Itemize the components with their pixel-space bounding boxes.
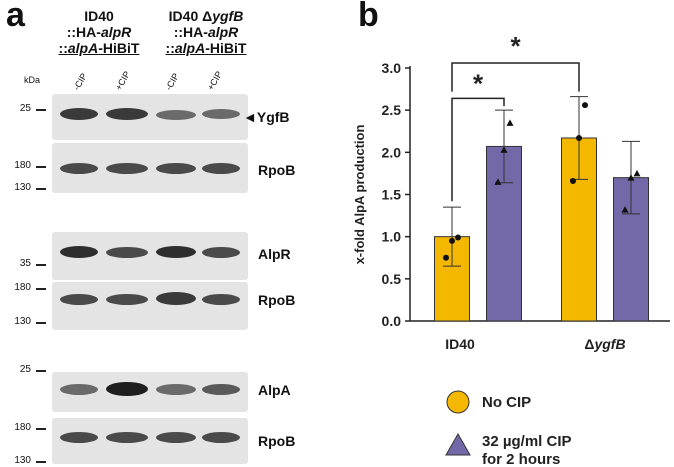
y-tick-label: 0.0: [382, 313, 402, 329]
y-tick-label: 3.0: [382, 60, 402, 76]
band: [60, 384, 98, 395]
mw-marker: 180: [14, 422, 31, 433]
band: [106, 294, 148, 305]
strain1-header: ID40 ::HA-alpR ::alpA-HiBiT: [44, 8, 154, 56]
band: [202, 247, 240, 258]
mw-tick: [36, 264, 46, 266]
category-label: ID40: [445, 336, 475, 352]
band: [202, 384, 240, 395]
band: [60, 163, 98, 174]
y-axis-label: x-fold AlpA production: [352, 125, 367, 265]
mw-marker: 130: [14, 316, 31, 327]
y-tick-label: 2.5: [382, 102, 402, 118]
panel-a-letter: a: [6, 0, 25, 34]
data-point: [500, 146, 508, 153]
mw-tick: [36, 428, 46, 430]
strain2-line1: ID40 ΔygfB: [168, 8, 244, 24]
band: [60, 108, 98, 120]
strain2-header: ID40 ΔygfB ::HA-alpR ::alpA-HiBiT: [150, 8, 262, 56]
strain1-line3: ::alpA-HiBiT: [58, 40, 140, 56]
data-point: [633, 169, 641, 177]
legend-marker-no-cip: [446, 390, 470, 414]
legend-label-cip-line2: for 2 hours: [482, 451, 560, 467]
band: [60, 432, 98, 443]
strain2-line3: ::alpA-HiBiT: [165, 40, 247, 56]
band: [156, 432, 196, 443]
y-tick-label: 2.0: [382, 144, 402, 160]
strain1-line1: ID40: [84, 8, 114, 24]
mw-marker: 25: [19, 103, 31, 114]
protein-label-rpob: RpoB: [258, 433, 296, 449]
panel-b-letter: b: [358, 0, 379, 34]
band: [106, 432, 148, 443]
western-blot-rpob-1: [52, 143, 248, 193]
band: [106, 382, 148, 396]
legend-label-cip: 32 µg/ml CIP: [482, 433, 572, 450]
band: [156, 246, 196, 258]
data-point: [449, 237, 455, 244]
western-blot-rpob-3: [52, 418, 248, 464]
band: [202, 163, 240, 174]
data-point: [582, 102, 588, 109]
y-tick-label: 0.5: [382, 271, 402, 287]
mw-tick: [36, 109, 46, 111]
western-blot-rpob-2: [52, 282, 248, 330]
band: [60, 294, 98, 305]
data-point: [621, 206, 629, 213]
band: [202, 294, 240, 305]
data-point: [455, 234, 461, 241]
significance-star: *: [510, 31, 521, 61]
mw-tick: [36, 370, 46, 372]
significance-bracket: [451, 97, 505, 202]
band: [60, 246, 98, 258]
mw-tick: [36, 188, 46, 190]
strain1-line2: ::HA-alpR: [66, 24, 132, 40]
band: [106, 108, 148, 120]
band: [156, 110, 196, 120]
mw-marker: 130: [14, 182, 31, 193]
band: [156, 384, 196, 395]
data-point: [494, 178, 502, 185]
protein-label-ygfb: ◄YgfB: [243, 109, 290, 125]
band: [106, 247, 148, 258]
western-blot-alpr: [52, 232, 248, 280]
protein-label-rpob: RpoB: [258, 292, 296, 308]
category-label: ΔygfB: [584, 336, 625, 352]
data-point: [570, 178, 576, 185]
protein-label-rpob: RpoB: [258, 162, 296, 178]
mw-tick: [36, 461, 46, 463]
mw-marker: 130: [14, 455, 31, 466]
mw-tick: [36, 288, 46, 290]
protein-label-alpr: AlpR: [258, 246, 291, 262]
strain2-line2: ::HA-alpR: [173, 24, 239, 40]
mw-tick: [36, 322, 46, 324]
protein-label-alpa: AlpA: [258, 382, 291, 398]
data-point: [443, 254, 449, 261]
y-tick-label: 1.0: [382, 229, 402, 245]
significance-bracket: [451, 62, 580, 92]
kda-label: kDa: [24, 75, 41, 85]
western-blot-alpa: [52, 372, 248, 412]
y-tick-label: 1.5: [382, 187, 402, 203]
data-point: [576, 134, 582, 141]
mw-marker: 35: [19, 258, 31, 269]
data-point: [506, 119, 514, 126]
mw-tick: [36, 166, 46, 168]
band: [156, 163, 196, 174]
mw-marker: 25: [19, 364, 31, 375]
legend-marker-cip: [445, 432, 471, 456]
band: [106, 163, 148, 174]
data-point: [627, 174, 635, 181]
western-blot-ygfb: [52, 94, 248, 140]
mw-marker: 180: [14, 282, 31, 293]
legend-label-no-cip: No CIP: [482, 394, 531, 411]
band: [202, 109, 240, 119]
band: [156, 292, 196, 305]
significance-star: *: [473, 68, 484, 98]
mw-marker: 180: [14, 160, 31, 171]
band: [202, 432, 240, 443]
